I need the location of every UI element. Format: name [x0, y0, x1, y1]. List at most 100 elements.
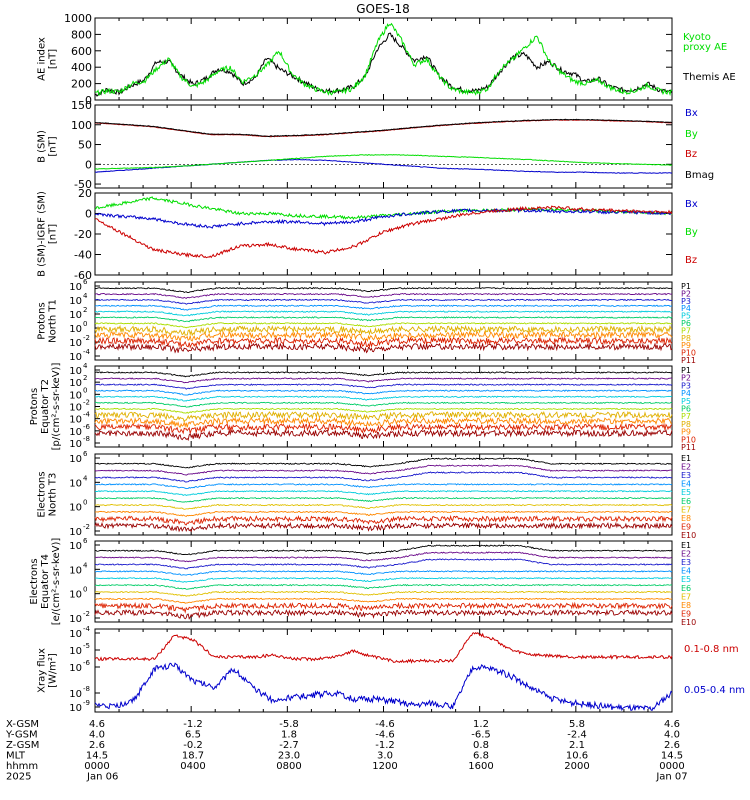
- en-channel-e3: [94, 471, 673, 483]
- ae-y-tick-label: 600: [71, 45, 92, 58]
- pe-legend-p2: P2: [681, 374, 691, 383]
- pn-y-tick-label: 10: [69, 338, 82, 349]
- en-legend-e6: E6: [681, 497, 691, 506]
- pn-channel-p5: [94, 310, 673, 317]
- xray-series-short: [94, 662, 673, 712]
- xaxis-value-4-3: 1200: [372, 761, 397, 772]
- bsm-series-bz: [94, 119, 673, 138]
- xaxis-value-4-4: 1600: [468, 761, 493, 772]
- ee-legend-e8: E8: [681, 601, 691, 610]
- pn-channel-p11: [94, 342, 673, 354]
- ee-channel-e4: [94, 570, 673, 576]
- xaxis-row-label-3: MLT: [6, 751, 26, 762]
- pn-legend-p1: P1: [681, 282, 691, 291]
- ee-ylabel-2: [e/(cm²-s-sr-keV)]: [51, 538, 62, 626]
- ae-series-themis-ae: [94, 32, 673, 97]
- en-legend-e7: E7: [681, 505, 691, 514]
- ae-y-tick-label: 200: [71, 78, 92, 91]
- ee-channel-e1: [95, 544, 673, 556]
- pe-y-tick-exp: -6: [83, 423, 91, 431]
- xaxis-value-2-3: -1.2: [375, 740, 395, 751]
- en-channel-e7: [94, 503, 673, 510]
- pe-channel-p4: [94, 389, 673, 396]
- pn-legend-p3: P3: [681, 297, 691, 306]
- pe-channel-p2: [94, 377, 673, 384]
- en-y-tick-label: 10: [69, 503, 82, 514]
- xray-y-tick-exp: -8: [83, 685, 90, 693]
- ee-legend-e6: E6: [681, 584, 691, 593]
- bdiff-y-tick-label: 20: [78, 187, 92, 200]
- xaxis-row-label-5: 2025: [6, 772, 31, 783]
- pe-channel-p3: [94, 383, 673, 390]
- pe-y-tick-exp: -2: [83, 399, 90, 407]
- bdiff-legend-2: Bz: [685, 255, 697, 266]
- bdiff-legend-0: Bx: [685, 199, 698, 210]
- xaxis-value-0-4: 1.2: [473, 719, 489, 730]
- pe-y-tick-label: 10: [69, 366, 82, 377]
- pn-y-tick-exp: -4: [83, 348, 91, 356]
- bsm-legend-2: Bz: [685, 149, 697, 160]
- ae-legend-2: Themis AE: [682, 72, 736, 83]
- pn-channel-p2: [94, 292, 673, 299]
- pe-y-tick-label: 10: [69, 390, 82, 401]
- ee-y-tick-label: 10: [69, 565, 82, 576]
- pn-legend-p9: P9: [681, 341, 691, 350]
- pn-legend-p8: P8: [681, 334, 691, 343]
- bdiff-series-bx: [94, 207, 673, 229]
- bdiff-y-tick-label: -60: [74, 269, 92, 282]
- ee-legend-e2: E2: [681, 550, 691, 559]
- pn-legend-p5: P5: [681, 312, 691, 321]
- xaxis-value-2-4: 0.8: [473, 740, 489, 751]
- ee-y-tick-exp: 0: [83, 586, 87, 594]
- pe-ylabel-2: [p/(cm²-s-sr-keV)]: [51, 363, 62, 451]
- xray-y-tick-exp: -4: [83, 625, 91, 633]
- xaxis-value-2-5: 2.1: [569, 740, 585, 751]
- xray-y-tick-label: 10: [69, 663, 82, 674]
- en-legend-e8: E8: [681, 514, 691, 523]
- ee-legend-e3: E3: [681, 558, 691, 567]
- ee-y-tick-exp: 6: [83, 537, 88, 545]
- pe-y-tick-label: 10: [69, 403, 82, 414]
- bdiff-y-tick-label: 0: [85, 208, 92, 221]
- ee-y-tick-exp: 4: [83, 561, 88, 569]
- pe-legend-p5: P5: [681, 397, 691, 406]
- en-channel-e10: [94, 521, 673, 533]
- xaxis-value-4-1: 0400: [180, 761, 205, 772]
- pn-legend-p4: P4: [681, 304, 691, 313]
- ee-channel-e7: [94, 590, 672, 597]
- pn-y-tick-exp: 6: [83, 278, 88, 286]
- ae-legend-0: Kyoto: [683, 32, 711, 43]
- bdiff-series-bz: [94, 205, 673, 259]
- pe-legend-p1: P1: [681, 366, 691, 375]
- pe-legend-p8: P8: [681, 420, 691, 429]
- pe-y-tick-exp: 4: [83, 362, 88, 370]
- pe-ylabel-1: Equator T2: [40, 379, 51, 434]
- pn-y-tick-exp: 0: [83, 320, 87, 328]
- xray-y-tick-exp: -6: [83, 659, 91, 667]
- en-ylabel-1: North T3: [48, 473, 59, 517]
- en-legend-e1: E1: [681, 454, 691, 463]
- bsm-y-tick-label: 50: [78, 139, 92, 152]
- pn-legend-p10: P10: [681, 349, 696, 358]
- xaxis-row-label-2: Z-GSM: [6, 740, 39, 751]
- pn-y-tick-label: 10: [69, 324, 82, 335]
- xaxis-value-0-1: -1.2: [183, 719, 203, 730]
- pn-y-tick-exp: -2: [83, 334, 90, 342]
- pn-legend-p2: P2: [681, 289, 691, 298]
- pn-y-tick-label: 10: [69, 310, 82, 321]
- xaxis-value-3-5: 10.6: [566, 751, 588, 762]
- xaxis-value-3-4: 6.8: [473, 751, 489, 762]
- ee-y-tick-label: 10: [69, 590, 82, 601]
- pe-channel-p7: [94, 407, 673, 414]
- pn-channel-p10: [94, 336, 673, 349]
- pn-channel-p4: [94, 304, 673, 311]
- xaxis-value-3-3: 3.0: [377, 751, 393, 762]
- en-channel-e8: [95, 510, 673, 518]
- bsm-legend-3: Bmag: [685, 170, 714, 181]
- pe-legend-p7: P7: [681, 412, 691, 421]
- pn-channel-p9: [94, 330, 673, 343]
- xaxis-value-2-0: 2.6: [89, 740, 105, 751]
- ee-legend-e1: E1: [681, 541, 691, 550]
- pe-y-tick-label: 10: [69, 427, 82, 438]
